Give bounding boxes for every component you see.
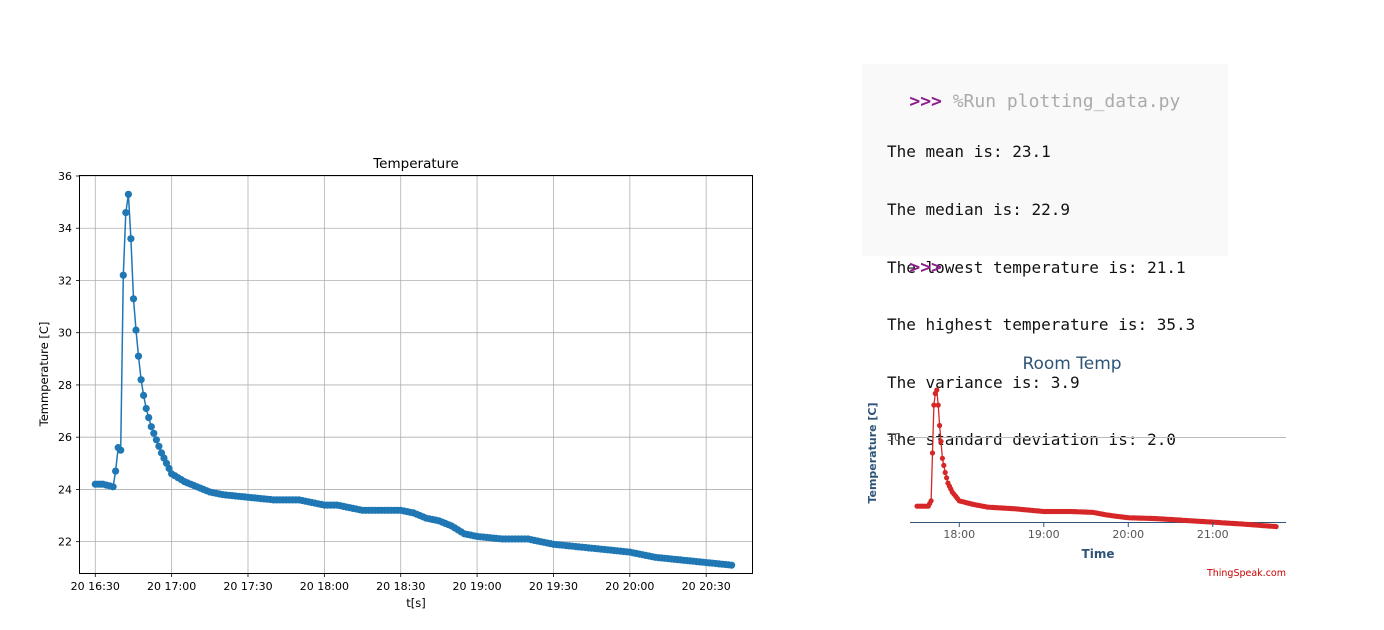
console-output-line: The variance is: 3.9 <box>887 372 1080 392</box>
x-tick-label: 20 20:00 <box>605 580 654 593</box>
data-point <box>124 190 132 198</box>
console-output-line: The standard deviation is: 2.0 <box>887 430 1176 450</box>
data-point <box>134 352 143 360</box>
data-point <box>129 295 138 303</box>
data-point <box>122 209 130 217</box>
chart-title: Temperature <box>372 156 459 172</box>
y-axis-label: Temperature [C] <box>866 402 879 503</box>
console-prompt: >>> <box>909 257 942 278</box>
data-point <box>119 271 127 279</box>
x-tick-label: 20 19:30 <box>529 580 578 593</box>
data-point <box>117 446 125 454</box>
data-point <box>928 498 934 504</box>
y-tick-label: 34 <box>58 222 72 235</box>
x-axis-ticks: 20 16:30 20 17:00 20 17:30 20 18:00 20 18:30… <box>71 573 731 593</box>
data-point <box>934 387 940 393</box>
x-tick-label: 21:00 <box>1197 528 1229 541</box>
data-point <box>137 376 145 384</box>
data-point <box>145 414 153 422</box>
x-tick-label: 19:00 <box>1028 528 1060 541</box>
x-tick-label: 18:00 <box>943 528 975 541</box>
data-point <box>132 326 140 334</box>
x-tick-label: 20 16:30 <box>71 580 120 593</box>
data-point <box>140 391 148 399</box>
x-tick-label: 20 19:00 <box>452 580 501 593</box>
y-axis-label: Temmperature [C] <box>37 322 51 428</box>
console-command-line: >>> %Run plotting_data.py <box>866 70 1180 133</box>
data-point <box>929 450 936 456</box>
y-tick-label: 32 <box>58 274 72 287</box>
data-point <box>127 235 135 243</box>
y-tick-label: 22 <box>58 536 72 549</box>
console-output-line: The mean is: 23.1 <box>887 142 1051 162</box>
console-output-line: The median is: 22.9 <box>887 200 1071 220</box>
data-point <box>147 423 155 431</box>
chart-title: Room Temp <box>1022 354 1121 374</box>
series-markers <box>914 387 1279 530</box>
python-console: >>> %Run plotting_data.py The mean is: 2… <box>862 64 1228 449</box>
data-point <box>142 404 150 413</box>
data-point <box>150 429 158 437</box>
plot-frame <box>79 175 753 574</box>
y-tick-label: 28 <box>58 379 72 392</box>
data-point <box>937 422 943 429</box>
data-point <box>1273 524 1279 530</box>
data-point <box>109 483 117 491</box>
x-tick-label: 20 17:00 <box>147 580 196 593</box>
data-point <box>112 467 120 475</box>
data-point <box>935 402 941 408</box>
credit-link[interactable]: ThingSpeak.com <box>1206 568 1286 579</box>
x-tick-label: 20 18:30 <box>376 580 425 593</box>
series-markers <box>91 190 736 569</box>
y-tick-label: 24 <box>58 483 72 496</box>
data-point <box>152 436 160 444</box>
console-prompt: >>> <box>909 91 942 112</box>
data-point <box>155 442 163 450</box>
y-tick-label: 36 <box>58 170 72 183</box>
y-tick-label: 30 <box>58 327 72 340</box>
data-point <box>944 475 950 481</box>
data-point <box>942 469 948 476</box>
x-axis-ticks: 18:00 19:00 20:00 21:00 <box>943 522 1229 541</box>
x-tick-label: 20:00 <box>1112 528 1144 541</box>
y-tick-label: 26 <box>58 431 72 444</box>
data-point <box>938 438 944 444</box>
data-point <box>941 462 947 468</box>
x-axis-label: t[s] <box>406 596 425 610</box>
x-tick-label: 20 17:30 <box>223 580 272 593</box>
console-output-line: The highest temperature is: 35.3 <box>887 315 1196 335</box>
console-command: %Run plotting_data.py <box>952 91 1181 112</box>
data-point <box>939 455 946 461</box>
y-tick-label: 30 <box>887 431 901 444</box>
console-output: The mean is: 23.1 The median is: 22.9 Th… <box>887 104 1195 488</box>
x-tick-label: 20 20:30 <box>682 580 731 593</box>
console-output-line: The lowest temperature is: 21.1 <box>887 257 1186 277</box>
x-axis-label: Time <box>1082 547 1115 561</box>
data-point <box>728 561 736 569</box>
y-axis-ticks: 22 24 26 28 30 32 34 36 <box>58 170 80 549</box>
x-tick-label: 20 18:00 <box>300 580 349 593</box>
console-prompt-line: >>> <box>866 236 942 299</box>
temperature-chart: 20 16:30 20 17:00 20 17:30 20 18:00 20 18:30… <box>37 156 753 610</box>
data-point <box>931 402 937 408</box>
